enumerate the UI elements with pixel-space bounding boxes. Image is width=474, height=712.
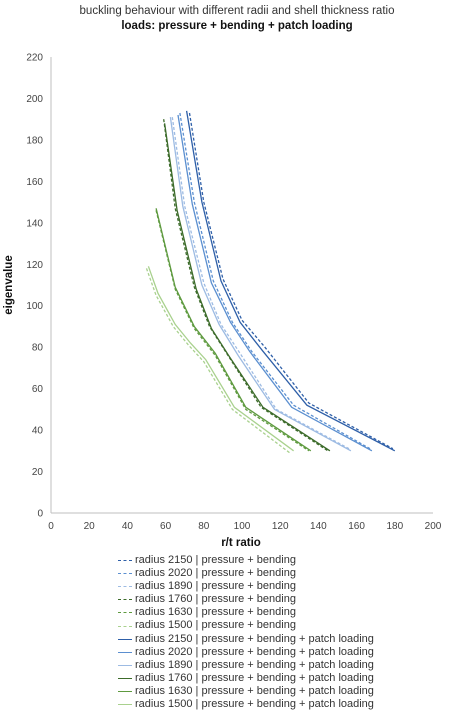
legend-swatch: [118, 704, 132, 706]
chart-subtitle: loads: pressure + bending + patch loadin…: [121, 20, 353, 32]
legend-item: radius 1630 | pressure + bending + patch…: [118, 685, 374, 698]
legend-label: radius 1630 | pressure + bending + patch…: [135, 684, 374, 697]
x-tick-label: 20: [84, 521, 96, 532]
chart-title: buckling behaviour with different radii …: [79, 5, 395, 17]
legend-label: radius 2020 | pressure + bending + patch…: [135, 645, 374, 658]
series-line-10: [163, 123, 331, 452]
legend-item: radius 2150 | pressure + bending + patch…: [118, 633, 374, 646]
y-tick-label: 200: [26, 94, 43, 105]
legend-swatch: [118, 651, 132, 653]
series-line-2: [179, 112, 371, 450]
legend-swatch: [118, 560, 132, 562]
x-tick-label: 60: [160, 521, 172, 532]
legend-swatch: [118, 625, 132, 627]
y-tick-label: 220: [26, 53, 43, 64]
y-axis-label: eigenvalue: [3, 255, 15, 314]
series-line-11: [155, 208, 312, 452]
legend-label: radius 1760 | pressure + bending: [135, 593, 296, 606]
legend-label: radius 2020 | pressure + bending: [135, 567, 296, 580]
x-tick-label: 120: [272, 521, 289, 532]
y-tick-label: 120: [26, 260, 43, 271]
legend-swatch: [118, 664, 132, 666]
legend-label: radius 1890 | pressure + bending + patch…: [135, 658, 374, 671]
legend-item: radius 1890 | pressure + bending: [118, 580, 374, 593]
x-tick-label: 200: [425, 521, 442, 532]
legend-swatch: [118, 586, 132, 588]
y-tick-label: 180: [26, 135, 43, 146]
y-tick-label: 60: [32, 384, 44, 395]
y-tick-label: 40: [32, 426, 44, 437]
x-tick-label: 80: [198, 521, 210, 532]
legend-item: radius 1890 | pressure + bending + patch…: [118, 659, 374, 672]
legend-swatch: [118, 573, 132, 575]
y-tick-label: 80: [32, 343, 44, 354]
legend-item: radius 2020 | pressure + bending + patch…: [118, 646, 374, 659]
legend-swatch: [118, 638, 132, 640]
legend-item: radius 1630 | pressure + bending: [118, 606, 374, 619]
y-tick-label: 100: [26, 301, 43, 312]
legend-item: radius 2150 | pressure + bending: [118, 554, 374, 567]
chart-legend: radius 2150 | pressure + bending radius 2…: [118, 554, 374, 711]
legend-item: radius 1760 | pressure + bending: [118, 593, 374, 606]
x-tick-label: 100: [234, 521, 251, 532]
legend-label: radius 1500 | pressure + bending: [135, 619, 296, 632]
y-tick-label: 140: [26, 218, 43, 229]
y-tick-label: 160: [26, 177, 43, 188]
series-line-7: [185, 110, 396, 452]
legend-label: radius 1760 | pressure + bending + patch…: [135, 671, 374, 684]
legend-label: radius 1630 | pressure + bending: [135, 606, 296, 619]
x-tick-label: 40: [122, 521, 134, 532]
legend-label: radius 2150 | pressure + bending + patch…: [135, 632, 374, 645]
series-line-3: [171, 117, 350, 450]
series-line-6: [145, 268, 291, 454]
x-axis-label: r/t ratio: [221, 537, 261, 549]
x-tick-label: 160: [348, 521, 365, 532]
legend-swatch: [118, 612, 132, 614]
legend-item: radius 1760 | pressure + bending + patch…: [118, 672, 374, 685]
x-tick-label: 0: [48, 521, 54, 532]
series-line-8: [177, 114, 373, 452]
legend-item: radius 2020 | pressure + bending: [118, 567, 374, 580]
legend-swatch: [118, 599, 132, 601]
y-tick-label: 20: [32, 467, 44, 478]
legend-label: radius 2150 | pressure + bending: [135, 554, 296, 566]
x-tick-label: 180: [386, 521, 403, 532]
series-line-1: [188, 112, 394, 450]
series-line-12: [147, 266, 294, 452]
x-tick-label: 140: [310, 521, 327, 532]
y-tick-label: 0: [37, 509, 43, 520]
legend-label: radius 1890 | pressure + bending: [135, 580, 296, 593]
legend-swatch: [118, 690, 132, 692]
legend-swatch: [118, 677, 132, 679]
legend-item: radius 1500 | pressure + bending: [118, 619, 374, 632]
legend-label: radius 1500 | pressure + bending + patch…: [135, 698, 374, 711]
legend-item: radius 1500 | pressure + bending + patch…: [118, 698, 374, 711]
series-line-9: [169, 117, 352, 452]
